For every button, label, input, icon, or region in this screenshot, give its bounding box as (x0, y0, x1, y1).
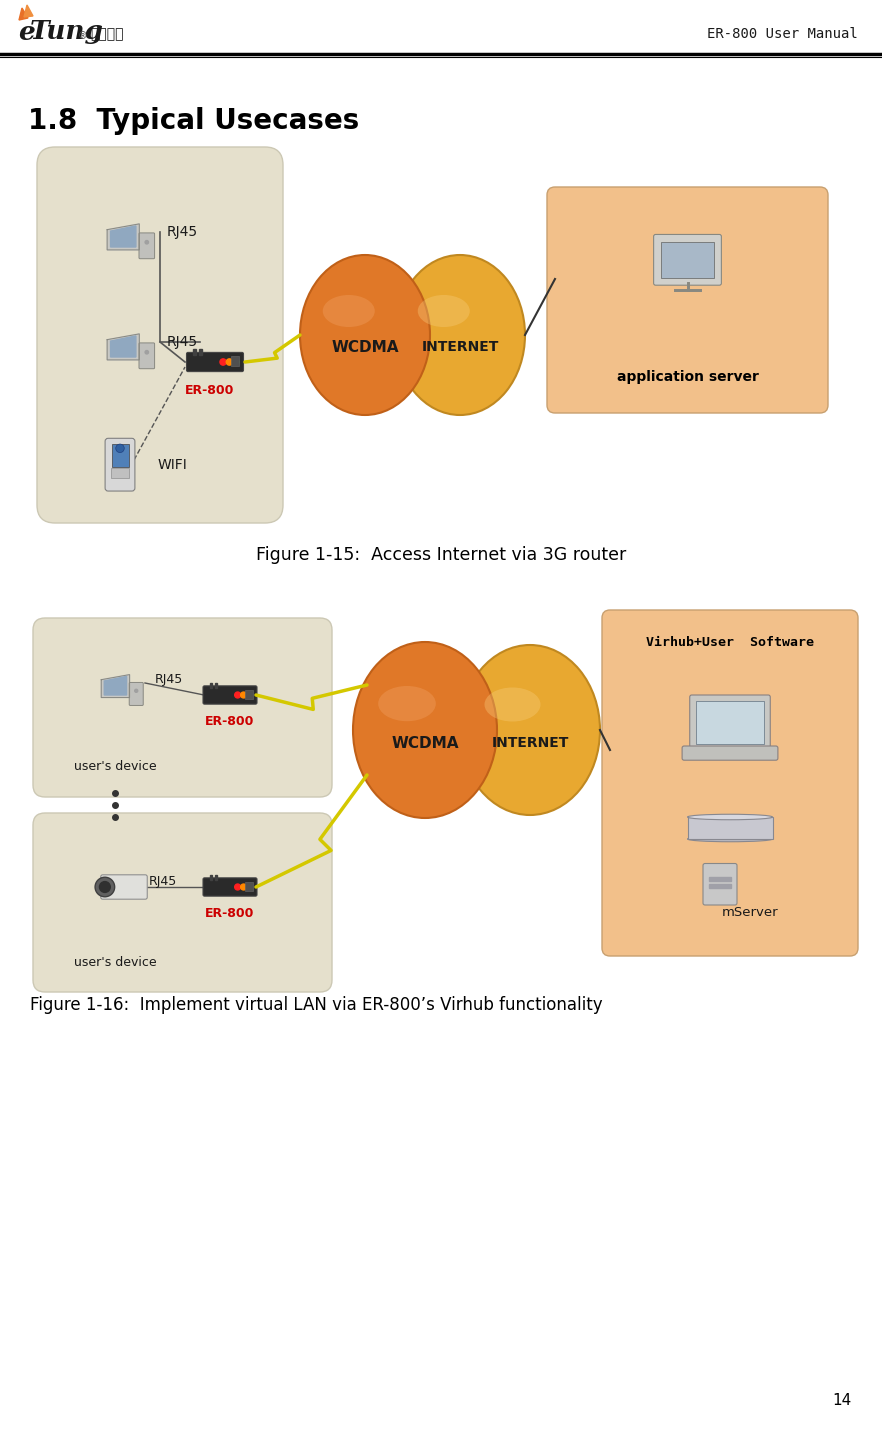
Ellipse shape (687, 814, 773, 820)
Text: ER-800 User Manual: ER-800 User Manual (707, 27, 858, 41)
Polygon shape (107, 333, 139, 359)
FancyBboxPatch shape (139, 343, 154, 369)
FancyBboxPatch shape (186, 352, 243, 372)
Ellipse shape (378, 685, 436, 721)
Text: RJ45: RJ45 (155, 674, 183, 687)
FancyBboxPatch shape (139, 233, 154, 259)
FancyBboxPatch shape (690, 695, 770, 750)
Text: Virhub+User  Software: Virhub+User Software (646, 637, 814, 650)
FancyBboxPatch shape (703, 863, 737, 904)
Text: 14: 14 (833, 1392, 852, 1408)
Polygon shape (110, 226, 136, 248)
Ellipse shape (484, 687, 541, 721)
Circle shape (135, 690, 138, 693)
Text: ER-800: ER-800 (206, 716, 255, 728)
Bar (210, 683, 213, 688)
Circle shape (146, 240, 148, 243)
Ellipse shape (353, 643, 497, 819)
Bar (687, 817, 773, 839)
Polygon shape (19, 9, 28, 20)
Text: WIFI: WIFI (158, 458, 188, 472)
FancyBboxPatch shape (203, 685, 257, 704)
FancyBboxPatch shape (105, 438, 135, 491)
Polygon shape (110, 336, 136, 356)
Bar (111, 444, 129, 467)
Text: ®: ® (78, 31, 87, 41)
Ellipse shape (418, 295, 470, 328)
Text: application server: application server (617, 371, 759, 384)
Ellipse shape (395, 255, 525, 415)
Ellipse shape (687, 836, 773, 841)
Text: ER-800: ER-800 (206, 907, 255, 920)
FancyBboxPatch shape (602, 610, 858, 956)
FancyBboxPatch shape (231, 356, 239, 366)
Bar (661, 242, 714, 278)
Bar (193, 349, 196, 355)
Text: e: e (18, 20, 34, 44)
Text: Tung: Tung (30, 20, 104, 44)
Circle shape (116, 444, 124, 452)
Text: user's device: user's device (74, 760, 156, 774)
Circle shape (247, 884, 252, 890)
FancyBboxPatch shape (682, 746, 778, 760)
Circle shape (99, 881, 111, 893)
Circle shape (241, 884, 247, 890)
Circle shape (241, 693, 247, 698)
Ellipse shape (323, 295, 375, 328)
FancyBboxPatch shape (101, 874, 147, 899)
FancyBboxPatch shape (33, 813, 332, 992)
Text: 驿唐科技: 驿唐科技 (90, 27, 123, 41)
Circle shape (227, 359, 233, 365)
Circle shape (146, 351, 148, 353)
Text: ER-800: ER-800 (185, 384, 235, 396)
Circle shape (233, 359, 239, 365)
Ellipse shape (460, 645, 600, 816)
Text: user's device: user's device (74, 956, 156, 969)
Bar (214, 876, 217, 880)
Polygon shape (101, 674, 130, 697)
Text: RJ45: RJ45 (167, 225, 198, 239)
Circle shape (95, 877, 115, 897)
FancyBboxPatch shape (130, 683, 143, 705)
Circle shape (220, 359, 227, 365)
Polygon shape (24, 4, 33, 17)
Polygon shape (107, 223, 139, 250)
FancyBboxPatch shape (654, 235, 721, 285)
Circle shape (235, 693, 241, 698)
Text: WCDMA: WCDMA (392, 736, 459, 751)
Bar (214, 683, 217, 688)
Text: WCDMA: WCDMA (332, 339, 399, 355)
Bar (110, 468, 130, 478)
Text: 1.8  Typical Usecases: 1.8 Typical Usecases (28, 107, 359, 135)
Text: INTERNET: INTERNET (422, 341, 498, 353)
FancyBboxPatch shape (33, 618, 332, 797)
Polygon shape (104, 677, 127, 695)
Ellipse shape (300, 255, 430, 415)
Text: RJ45: RJ45 (149, 876, 177, 889)
Text: INTERNET: INTERNET (491, 736, 569, 750)
Text: Figure 1-16:  Implement virtual LAN via ER-800’s Virhub functionality: Figure 1-16: Implement virtual LAN via E… (30, 996, 602, 1015)
Text: RJ45: RJ45 (167, 335, 198, 349)
FancyBboxPatch shape (203, 877, 257, 896)
Circle shape (247, 693, 252, 698)
FancyBboxPatch shape (245, 881, 253, 892)
Circle shape (235, 884, 241, 890)
Bar (696, 701, 764, 744)
FancyBboxPatch shape (245, 690, 253, 698)
Text: mServer: mServer (721, 906, 778, 920)
Bar (210, 876, 213, 880)
Bar (198, 349, 201, 355)
FancyBboxPatch shape (37, 147, 283, 522)
FancyBboxPatch shape (547, 187, 828, 414)
Text: Figure 1-15:  Access Internet via 3G router: Figure 1-15: Access Internet via 3G rout… (256, 547, 626, 564)
Bar (709, 877, 731, 880)
Bar (709, 884, 731, 889)
